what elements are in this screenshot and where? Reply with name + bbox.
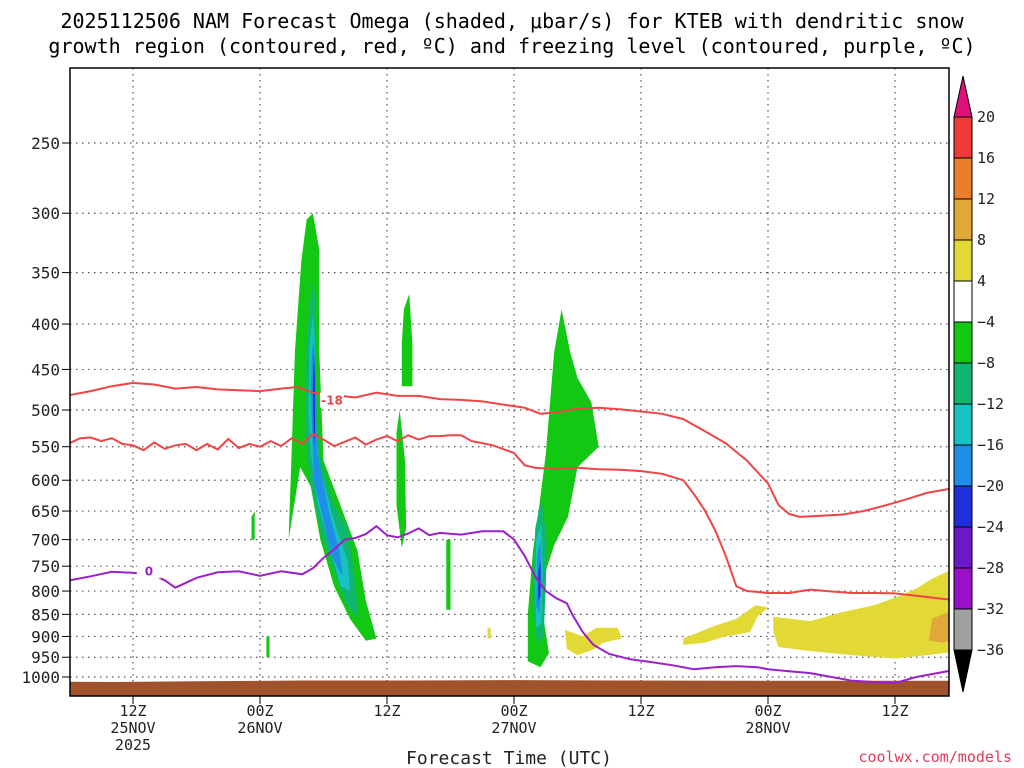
colorbar-swatch-11 [953,567,973,610]
y-tick-label: 650 [31,502,60,521]
contour-label-bg [319,392,344,408]
omega-region-10 [527,309,599,668]
colorbar-swatch-8 [953,444,973,487]
colorbar-tick-label: −36 [977,641,1004,659]
contour-label: -12 [11,455,33,469]
x-tick-label: 28NOV [745,719,790,737]
credit-text: coolwx.com/models [858,748,1012,766]
colorbar-swatch-7 [953,403,973,446]
omega-region-5 [401,294,413,387]
colorbar-swatch-1 [953,157,973,200]
y-tick-label: 700 [31,531,60,550]
terrain-fill [70,680,949,696]
colorbar-top-extend [953,75,973,118]
y-tick-label: 950 [31,648,60,667]
y-tick-label: 400 [31,315,60,334]
y-tick-label: 450 [31,360,60,379]
colorbar-swatch-12 [953,608,973,651]
x-tick-label: 12Z [881,702,908,720]
omega-region-8 [266,636,270,658]
y-axis-ticks: 250 300 350 400 450 500 550 600 650 700 750 800 850 9… [21,134,70,687]
omega-region-1 [305,283,359,619]
colorbar-swatch-2 [953,198,973,241]
y-tick-label: 750 [31,557,60,576]
colorbar-tick-label: −16 [977,436,1004,454]
y-tick-label: 900 [31,627,60,646]
y-tick-label: 800 [31,582,60,601]
y-tick-label: 1000 [21,668,60,687]
omega-shading [251,213,949,668]
plot-frame [69,67,950,697]
grid-lines [70,68,949,696]
x-tick-label: 00Z [500,702,527,720]
temperature-contours: -18 -12 0 [11,381,949,685]
y-tick-label: 300 [31,204,60,223]
contour-label: -18 [321,394,343,408]
colorbar-swatch-0 [953,116,973,159]
colorbar-swatch-10 [953,526,973,569]
y-tick-label: 500 [31,401,60,420]
colorbar-tick-label: −28 [977,559,1004,577]
terrain-layer [70,680,949,696]
chart-title-line2: growth region (contoured, red, ºC) and f… [48,34,975,58]
colorbar-tick-label: −24 [977,518,1004,536]
omega-region-6 [396,410,407,548]
x-tick-label: 12Z [627,702,654,720]
x-tick-label: 00Z [246,702,273,720]
y-tick-label: 250 [31,134,60,153]
y-tick-label: 600 [31,471,60,490]
colorbar-tick-label: 8 [977,231,986,249]
colorbar-swatch-6 [953,362,973,405]
x-tick-label: 12Z [119,702,146,720]
omega-region-7 [251,511,255,540]
colorbar-swatch-5 [953,321,973,364]
contour-label: 0 [145,564,153,578]
contour-label-bg [136,563,161,579]
isotherm-contour-m12 [70,432,949,601]
x-axis-label: Forecast Time (UTC) [406,748,612,768]
x-tick-label: 00Z [754,702,781,720]
colorbar-bottom-extend [953,649,973,693]
omega-region-17 [683,605,768,645]
omega-region-16 [487,627,491,639]
omega-region-4 [312,351,315,447]
y-tick-label: 550 [31,438,60,457]
omega-region-19 [928,612,949,643]
colorbar-tick-label: −32 [977,600,1004,618]
omega-region-15 [564,627,622,656]
colorbar-swatch-9 [953,485,973,528]
x-tick-label: 25NOV [110,719,155,737]
colorbar: 20 16 12 8 4 −4 −8 −12 −16 −20 −24 −28 −32 −36 [953,75,1004,693]
colorbar-tick-label: −4 [977,313,995,331]
colorbar-tick-label: 16 [977,149,995,167]
x-tick-label: 26NOV [237,719,282,737]
x-tick-label: 27NOV [491,719,536,737]
omega-region-18 [773,570,949,659]
y-tick-label: 850 [31,605,60,624]
y-tick-label: 350 [31,264,60,283]
colorbar-tick-label: 12 [977,190,995,208]
freezing-level-contour [70,524,949,685]
colorbar-tick-label: 4 [977,272,986,290]
x-tick-label: 2025 [115,736,151,754]
isotherm-contour-m18 [70,381,949,518]
omega-region-9 [446,539,451,610]
colorbar-swatch-3 [953,239,973,282]
chart-title-line1: 2025112506 NAM Forecast Omega (shaded, μ… [60,9,964,33]
x-tick-label: 12Z [373,702,400,720]
colorbar-swatch-4 [953,280,973,323]
colorbar-tick-label: −12 [977,395,1004,413]
colorbar-tick-label: −20 [977,477,1004,495]
colorbar-tick-label: 20 [977,108,995,126]
colorbar-tick-label: −8 [977,354,995,372]
omega-region-0 [288,213,377,641]
